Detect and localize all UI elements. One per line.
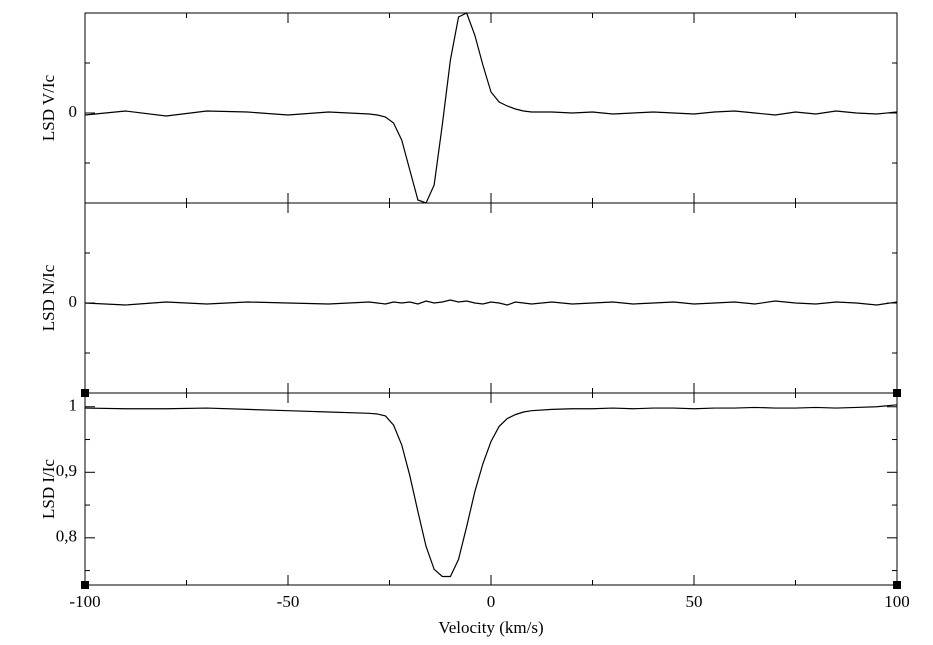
selection-handle bbox=[893, 389, 901, 397]
y-tick-label: 0,9 bbox=[56, 461, 77, 480]
y-axis-label: LSD V/Ic bbox=[39, 74, 58, 141]
x-tick-label: 50 bbox=[686, 592, 703, 611]
x-tick-label: 100 bbox=[884, 592, 910, 611]
y-tick-label: 0,8 bbox=[56, 527, 77, 546]
x-tick-label: -100 bbox=[69, 592, 100, 611]
data-line bbox=[84, 299, 898, 306]
data-line bbox=[84, 12, 898, 204]
y-tick-label: 0 bbox=[69, 102, 78, 121]
selection-handle bbox=[81, 581, 89, 589]
y-axis-label: LSD N/Ic bbox=[39, 264, 58, 331]
selection-handle bbox=[893, 581, 901, 589]
x-tick-label: -50 bbox=[277, 592, 300, 611]
x-tick-label: 0 bbox=[487, 592, 496, 611]
y-tick-label: 1 bbox=[69, 396, 78, 415]
y-axis-label: LSD I/Ic bbox=[39, 459, 58, 519]
x-axis-label: Velocity (km/s) bbox=[438, 618, 543, 637]
y-tick-label: 0 bbox=[69, 292, 78, 311]
data-line bbox=[84, 404, 898, 578]
selection-handle bbox=[81, 389, 89, 397]
